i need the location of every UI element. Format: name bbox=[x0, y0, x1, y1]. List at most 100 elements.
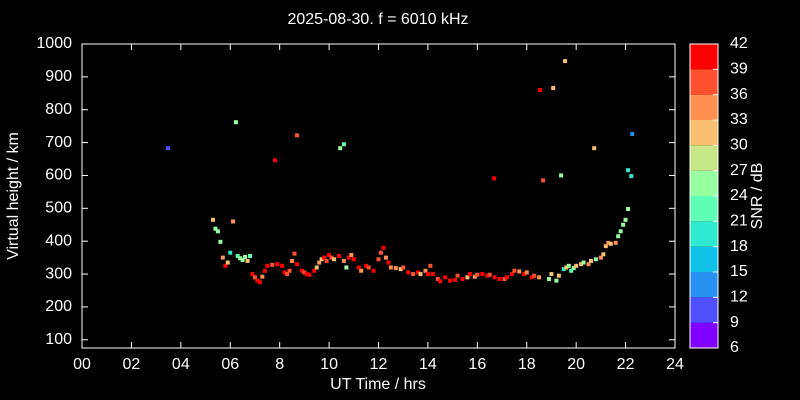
data-point bbox=[213, 226, 218, 231]
data-point bbox=[238, 256, 243, 261]
y-tick-label: 900 bbox=[45, 68, 72, 85]
colorbar-tick-label: 6 bbox=[730, 339, 739, 356]
colorbar-tick-label: 12 bbox=[730, 289, 748, 306]
data-point bbox=[623, 217, 628, 222]
colorbar-tick-label: 36 bbox=[730, 86, 748, 103]
data-point bbox=[322, 255, 327, 260]
data-point bbox=[270, 262, 275, 267]
data-point bbox=[418, 272, 423, 277]
colorbar-band bbox=[690, 246, 718, 272]
data-point bbox=[487, 272, 492, 277]
data-point bbox=[314, 265, 319, 270]
data-point bbox=[319, 257, 324, 262]
colorbar-tick-label: 33 bbox=[730, 111, 748, 128]
data-point bbox=[257, 280, 262, 285]
data-point bbox=[435, 276, 440, 281]
colorbar-band bbox=[690, 297, 718, 323]
colorbar-tick-label: 42 bbox=[730, 35, 748, 52]
x-tick-label: 22 bbox=[617, 356, 635, 373]
data-point bbox=[223, 263, 228, 268]
data-point bbox=[618, 229, 623, 234]
data-point bbox=[512, 268, 517, 273]
y-axis-label: Virtual height / km bbox=[5, 132, 22, 260]
data-point bbox=[467, 272, 472, 277]
chart-title: 2025-08-30. f = 6010 kHz bbox=[287, 11, 468, 28]
data-point bbox=[388, 265, 393, 270]
data-point bbox=[603, 244, 608, 249]
data-point bbox=[630, 132, 635, 137]
data-point bbox=[210, 217, 215, 222]
data-point bbox=[220, 255, 225, 260]
data-point bbox=[472, 274, 477, 279]
data-point bbox=[629, 174, 634, 179]
data-point bbox=[438, 279, 443, 284]
data-point bbox=[551, 86, 556, 91]
colorbar-band bbox=[690, 120, 718, 146]
data-point bbox=[593, 257, 598, 262]
data-point bbox=[581, 260, 586, 265]
colorbar-tick-label: 15 bbox=[730, 263, 748, 280]
data-point bbox=[304, 272, 309, 277]
colorbar-tick-label: 18 bbox=[730, 238, 748, 255]
data-point bbox=[569, 268, 574, 273]
y-tick-label: 300 bbox=[45, 265, 72, 282]
colorbar-band bbox=[690, 170, 718, 196]
data-point bbox=[386, 260, 391, 265]
data-point bbox=[586, 262, 591, 267]
colorbar-tick-label: 27 bbox=[730, 162, 748, 179]
data-point bbox=[265, 263, 270, 268]
y-tick-label: 800 bbox=[45, 101, 72, 118]
colorbar-tick-label: 21 bbox=[730, 213, 748, 230]
y-tick-label: 700 bbox=[45, 134, 72, 151]
data-point bbox=[349, 252, 354, 257]
colorbar-tick-label: 9 bbox=[730, 314, 739, 331]
colorbar-band bbox=[690, 145, 718, 171]
data-point bbox=[598, 255, 603, 260]
data-point bbox=[522, 272, 527, 277]
data-point bbox=[561, 267, 566, 272]
data-point bbox=[272, 158, 277, 163]
data-point bbox=[524, 270, 529, 275]
data-point bbox=[529, 275, 534, 280]
x-tick-label: 02 bbox=[123, 356, 141, 373]
data-point bbox=[559, 173, 564, 178]
x-tick-label: 10 bbox=[320, 356, 338, 373]
y-tick-label: 1000 bbox=[36, 35, 72, 52]
colorbar-band bbox=[690, 272, 718, 298]
data-point bbox=[566, 263, 571, 268]
y-tick-label: 600 bbox=[45, 167, 72, 184]
data-point bbox=[344, 265, 349, 270]
data-point bbox=[307, 272, 312, 277]
data-point bbox=[475, 272, 480, 277]
data-point bbox=[616, 234, 621, 239]
data-point bbox=[280, 263, 285, 268]
colorbar-band bbox=[690, 44, 718, 70]
data-point bbox=[626, 168, 631, 173]
data-point bbox=[338, 146, 343, 151]
x-tick-label: 16 bbox=[468, 356, 486, 373]
data-point bbox=[336, 253, 341, 258]
data-point bbox=[448, 278, 453, 283]
data-point bbox=[538, 88, 543, 93]
data-point bbox=[329, 255, 334, 260]
data-point bbox=[302, 270, 307, 275]
data-point bbox=[564, 265, 569, 270]
data-point bbox=[225, 260, 230, 265]
data-point bbox=[465, 275, 470, 280]
data-point bbox=[492, 176, 497, 181]
data-point bbox=[556, 273, 561, 278]
data-point bbox=[285, 272, 290, 277]
data-point bbox=[398, 267, 403, 272]
data-point bbox=[416, 270, 421, 275]
x-tick-label: 00 bbox=[73, 356, 91, 373]
data-point bbox=[312, 268, 317, 273]
data-point bbox=[517, 269, 522, 274]
data-point bbox=[359, 268, 364, 273]
data-point bbox=[480, 272, 485, 277]
data-point bbox=[255, 278, 260, 283]
data-point bbox=[571, 266, 576, 271]
data-point bbox=[248, 253, 253, 258]
data-point bbox=[406, 270, 411, 275]
data-point bbox=[425, 272, 430, 277]
data-point bbox=[233, 120, 238, 125]
